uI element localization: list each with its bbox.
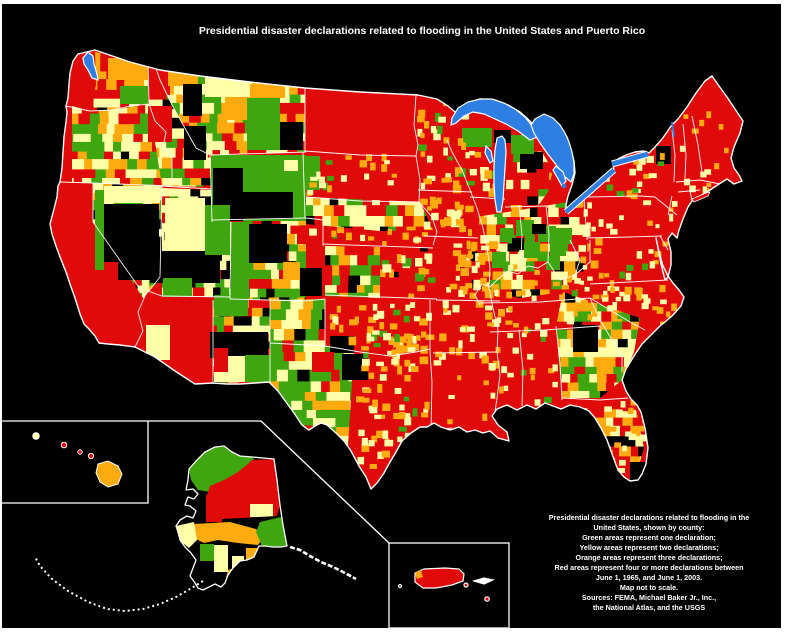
svg-text:Yellow areas represent two dec: Yellow areas represent two declarations; <box>579 543 718 552</box>
svg-text:June 1, 1965, and June 1, 2003: June 1, 1965, and June 1, 2003. <box>596 573 702 582</box>
svg-text:Map not to scale.: Map not to scale. <box>620 583 678 592</box>
svg-text:Presidential disaster declarat: Presidential disaster declarations relat… <box>199 25 645 37</box>
svg-text:Orange areas represent three d: Orange areas represent three declaration… <box>575 553 722 562</box>
svg-text:Sources: FEMA, Michael Baker J: Sources: FEMA, Michael Baker Jr., Inc., <box>582 593 716 602</box>
svg-text:Red areas represent four or mo: Red areas represent four or more declara… <box>555 563 744 572</box>
svg-text:the National Atlas, and the US: the National Atlas, and the USGS <box>593 603 706 612</box>
svg-text:United States, shown by county: United States, shown by county: <box>593 523 704 532</box>
svg-text:Green areas represent one decl: Green areas represent one declaration; <box>582 533 716 542</box>
svg-text:Presidential disaster declarat: Presidential disaster declarations relat… <box>549 513 750 522</box>
